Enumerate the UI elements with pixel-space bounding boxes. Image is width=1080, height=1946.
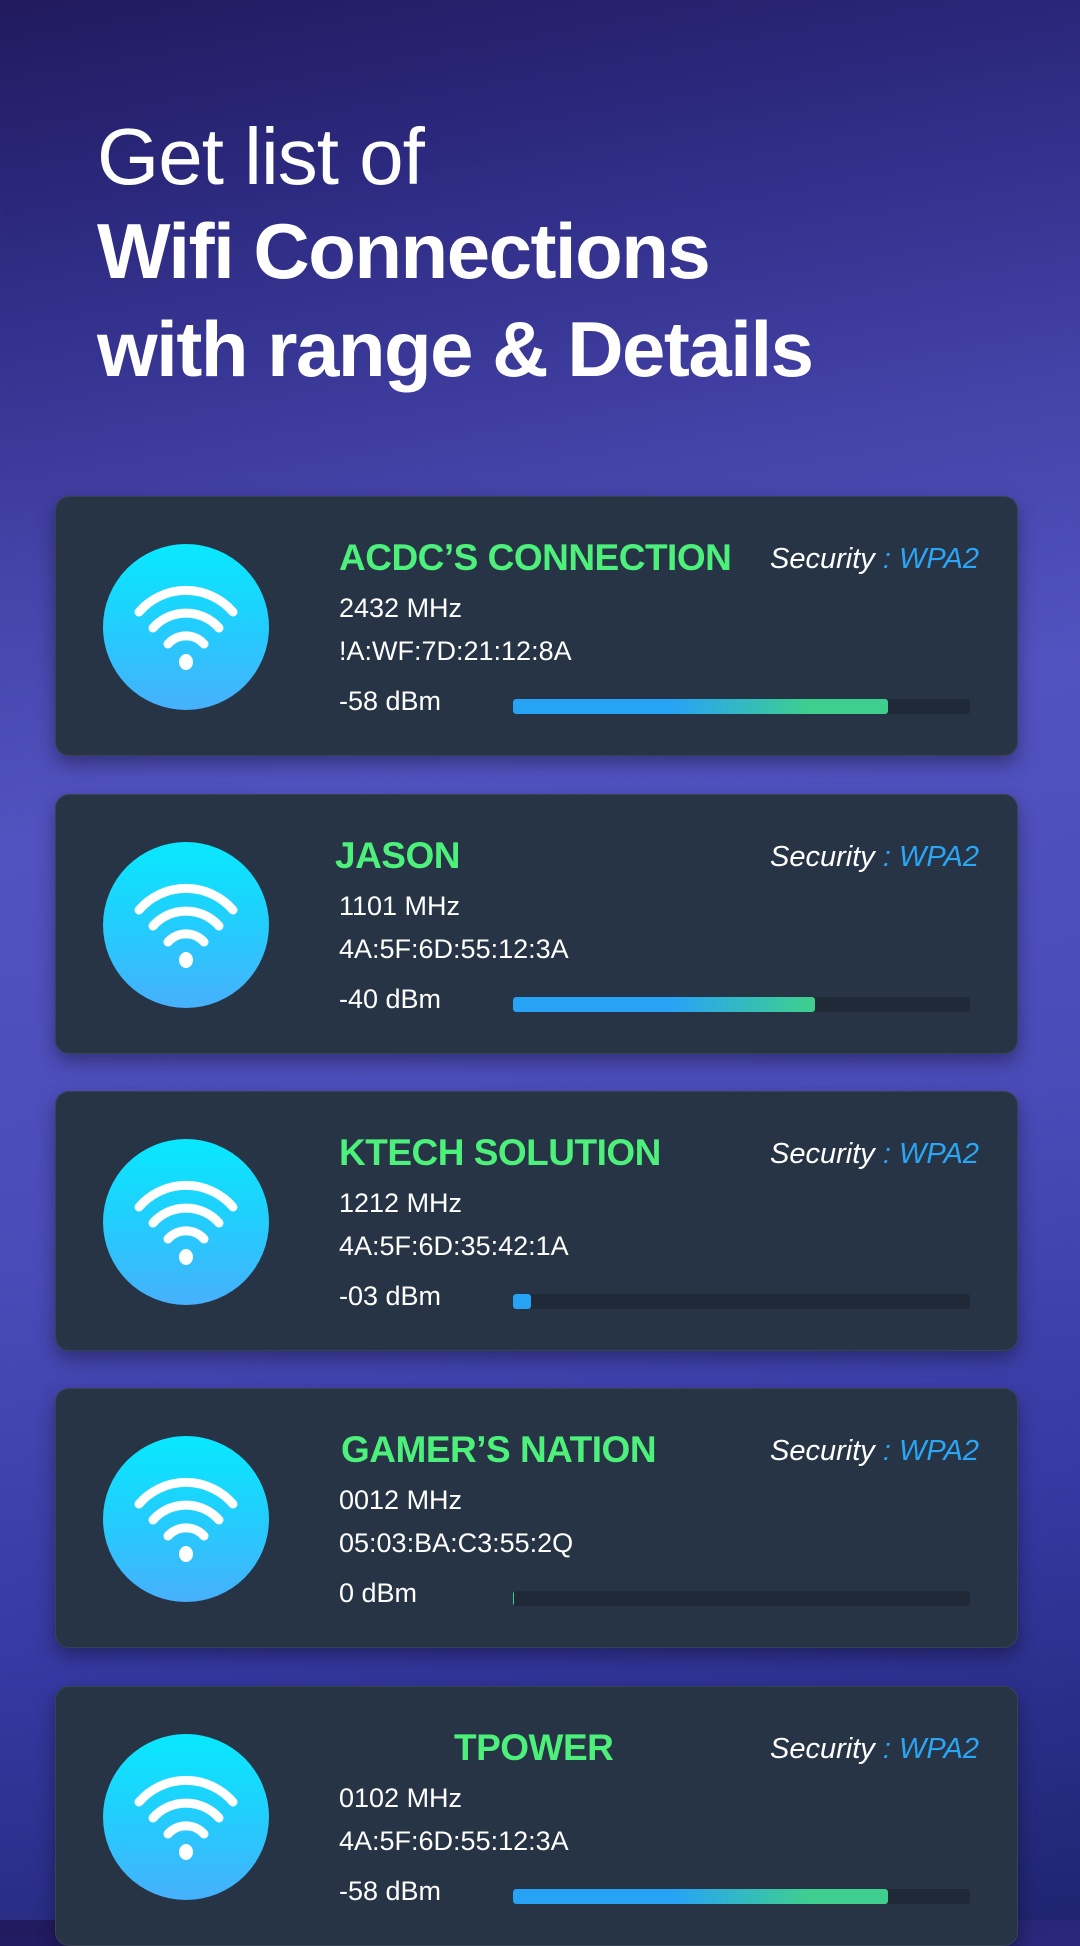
signal-bar <box>513 1591 970 1606</box>
security-label: Security <box>770 543 875 575</box>
frequency: 1212 MHz <box>339 1188 463 1218</box>
signal-bar-fill <box>513 1889 888 1904</box>
wifi-icon <box>103 1436 269 1602</box>
signal-strength: -03 dBm <box>339 1281 442 1311</box>
mac-address: 4A:5F:6D:55:12:3A <box>339 934 569 964</box>
signal-strength: -40 dBm <box>339 984 442 1014</box>
wifi-icon <box>103 1734 269 1900</box>
wifi-network-card[interactable]: JASON Security : WPA2 1101 MHz 4A:5F:6D:… <box>55 794 1018 1054</box>
headline-line-2: Wifi Connections <box>97 207 711 295</box>
wifi-icon <box>103 544 269 710</box>
wifi-network-card[interactable]: GAMER’S NATION Security : WPA2 0012 MHz … <box>55 1388 1018 1648</box>
wifi-network-card[interactable]: KTECH SOLUTION Security : WPA2 1212 MHz … <box>55 1091 1018 1351</box>
mac-address: 05:03:BA:C3:55:2Q <box>339 1528 574 1558</box>
signal-bar <box>513 699 970 714</box>
signal-strength: 0 dBm <box>339 1578 418 1608</box>
security-info: Security : WPA2 <box>770 1138 979 1171</box>
mac-address: 4A:5F:6D:35:42:1A <box>339 1231 569 1261</box>
mac-address: !A:WF:7D:21:12:8A <box>339 636 572 666</box>
network-name: TPOWER <box>454 1727 614 1768</box>
wifi-network-card[interactable]: TPOWER Security : WPA2 0102 MHz 4A:5F:6D… <box>55 1686 1018 1946</box>
signal-bar <box>513 1889 970 1904</box>
network-name: KTECH SOLUTION <box>339 1132 661 1173</box>
signal-bar-fill <box>513 1294 532 1309</box>
security-value: : WPA2 <box>882 1435 979 1467</box>
security-value: : WPA2 <box>882 543 979 575</box>
security-label: Security <box>770 1138 875 1170</box>
wifi-network-card[interactable]: ACDC’S CONNECTION Security : WPA2 2432 M… <box>55 496 1018 756</box>
headline-line-3: with range & Details <box>97 305 814 393</box>
security-info: Security : WPA2 <box>770 841 979 874</box>
security-label: Security <box>770 1733 875 1765</box>
network-name: ACDC’S CONNECTION <box>339 537 732 578</box>
security-info: Security : WPA2 <box>770 1435 979 1468</box>
mac-address: 4A:5F:6D:55:12:3A <box>339 1826 569 1856</box>
frequency: 2432 MHz <box>339 593 463 623</box>
signal-bar-fill <box>513 1591 514 1606</box>
signal-bar <box>513 1294 970 1309</box>
headline-line-1: Get list of <box>97 112 425 201</box>
network-name: JASON <box>335 835 460 876</box>
security-label: Security <box>770 841 875 873</box>
frequency: 1101 MHz <box>339 891 461 921</box>
headline: Get list of Wifi Connections with range … <box>97 112 814 398</box>
security-value: : WPA2 <box>882 1733 979 1765</box>
security-info: Security : WPA2 <box>770 1733 979 1766</box>
signal-bar <box>513 997 970 1012</box>
security-label: Security <box>770 1435 875 1467</box>
security-value: : WPA2 <box>882 1138 979 1170</box>
wifi-icon <box>103 842 269 1008</box>
signal-bar-fill <box>513 997 815 1012</box>
signal-strength: -58 dBm <box>339 1876 442 1906</box>
network-name: GAMER’S NATION <box>341 1429 657 1470</box>
security-info: Security : WPA2 <box>770 543 979 576</box>
wifi-icon <box>103 1139 269 1305</box>
signal-bar-fill <box>513 699 888 714</box>
frequency: 0012 MHz <box>339 1485 463 1515</box>
security-value: : WPA2 <box>882 841 979 873</box>
signal-strength: -58 dBm <box>339 686 442 716</box>
frequency: 0102 MHz <box>339 1783 463 1813</box>
